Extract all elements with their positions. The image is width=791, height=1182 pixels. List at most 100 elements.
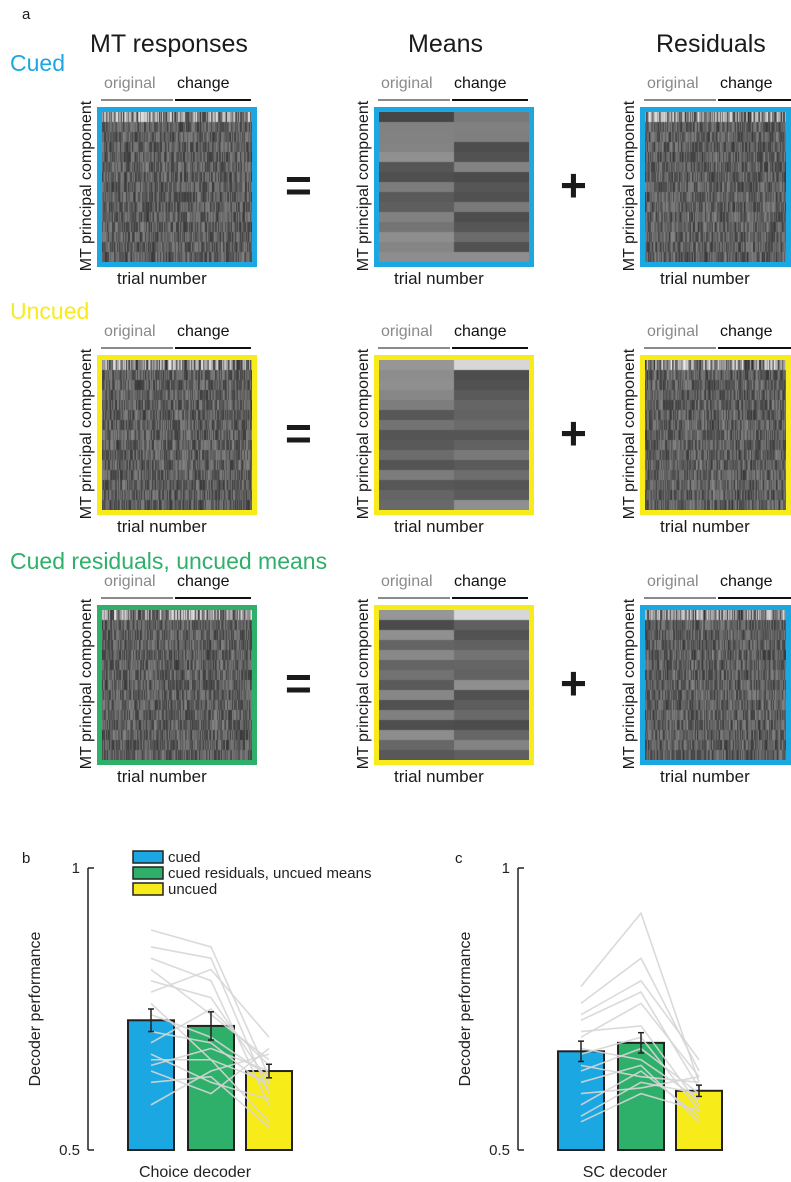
- heatmap-image: [645, 360, 786, 510]
- heatmap-image: [102, 112, 252, 262]
- individual-session-line: [150, 1030, 270, 1089]
- header-change-underline: [175, 597, 251, 599]
- individual-session-line: [150, 1075, 270, 1129]
- y-axis-label: MT principal component: [355, 348, 372, 520]
- individual-session-line: [580, 1070, 700, 1117]
- header-change-underline: [718, 597, 791, 599]
- legend-label: cued: [168, 849, 201, 866]
- bar-uncued: [675, 1089, 723, 1151]
- column-title-mt-responses: MT responses: [90, 30, 248, 58]
- legend-label: uncued: [168, 881, 217, 898]
- header-original-underline: [644, 347, 716, 349]
- column-title-residuals: Residuals: [656, 30, 766, 58]
- header-original: original: [381, 75, 433, 92]
- header-change-underline: [718, 347, 791, 349]
- x-axis-label: trial number: [660, 767, 750, 786]
- header-change-underline: [718, 99, 791, 101]
- heatmap-box: [97, 355, 257, 515]
- header-original-underline: [644, 99, 716, 101]
- header-original-underline: [644, 597, 716, 599]
- heatmap-box: [97, 107, 257, 267]
- x-axis-label: trial number: [394, 767, 484, 786]
- individual-session-line: [150, 1053, 270, 1101]
- header-change-underline: [452, 347, 528, 349]
- equals-sign: =: [285, 657, 312, 709]
- y-axis-label: MT principal component: [355, 598, 372, 770]
- individual-session-line: [150, 1047, 270, 1095]
- x-axis-label: SC decoder: [583, 1164, 668, 1181]
- y-axis-label: MT principal component: [355, 100, 372, 272]
- header-original: original: [647, 323, 699, 340]
- heatmap-box: [640, 355, 791, 515]
- header-change: change: [720, 573, 773, 590]
- x-axis-label: Choice decoder: [139, 1164, 252, 1181]
- heatmap-image: [379, 610, 529, 760]
- choice-decoder-chart: 1 0.5 Decoder performance Choice decoder cue…: [27, 849, 371, 1181]
- legend-swatch: [132, 850, 164, 864]
- heatmap-image: [379, 360, 529, 510]
- heatmap-image: [645, 610, 786, 760]
- header-change: change: [454, 573, 507, 590]
- heatmap-box: [374, 605, 534, 765]
- individual-session-line: [580, 1002, 700, 1078]
- y-axis-label: Decoder performance: [27, 932, 44, 1087]
- equals-sign: =: [285, 159, 312, 211]
- legend-swatch: [132, 882, 164, 896]
- y-tick-label: 1: [502, 860, 510, 877]
- individual-session-line: [150, 980, 270, 1083]
- header-original: original: [381, 323, 433, 340]
- x-axis-label: trial number: [117, 269, 207, 288]
- y-axis-label: MT principal component: [78, 100, 95, 272]
- panel-c-letter: c: [455, 850, 463, 867]
- heatmap-box: [640, 605, 791, 765]
- x-axis-label: trial number: [394, 517, 484, 536]
- heatmap-box: [97, 605, 257, 765]
- panel-b-letter: b: [22, 850, 31, 867]
- y-tick-label: 0.5: [489, 1142, 510, 1159]
- header-original: original: [104, 75, 156, 92]
- y-axis-label: MT principal component: [78, 598, 95, 770]
- heatmap-image: [645, 112, 786, 262]
- row-label-1: Uncued: [10, 298, 90, 324]
- header-change: change: [177, 573, 230, 590]
- header-original: original: [647, 75, 699, 92]
- heatmap-box: [374, 107, 534, 267]
- header-change: change: [177, 75, 230, 92]
- y-axis-label: MT principal component: [621, 598, 638, 770]
- header-original-underline: [378, 597, 450, 599]
- individual-session-line: [580, 911, 700, 1083]
- legend-swatch: [132, 866, 164, 880]
- y-tick-label: 0.5: [59, 1142, 80, 1159]
- header-change-underline: [175, 99, 251, 101]
- panel-a-letter: a: [22, 6, 31, 23]
- x-axis-label: trial number: [117, 767, 207, 786]
- header-original-underline: [378, 347, 450, 349]
- y-axis-label: Decoder performance: [457, 932, 474, 1087]
- plus-sign: +: [560, 407, 587, 459]
- heatmap-image: [102, 610, 252, 760]
- heatmap-box: [640, 107, 791, 267]
- row-label-0: Cued: [10, 50, 65, 76]
- y-tick-label: 1: [72, 860, 80, 877]
- y-axis-label: MT principal component: [621, 100, 638, 272]
- individual-session-line: [580, 1092, 700, 1123]
- header-change: change: [177, 323, 230, 340]
- header-change: change: [720, 323, 773, 340]
- legend-label: cued residuals, uncued means: [168, 865, 371, 882]
- header-change: change: [454, 75, 507, 92]
- bar-uncued: [245, 1070, 293, 1151]
- y-axis-label: MT principal component: [621, 348, 638, 520]
- y-axis-label: MT principal component: [78, 348, 95, 520]
- header-change-underline: [175, 347, 251, 349]
- header-change-underline: [452, 597, 528, 599]
- header-original: original: [104, 323, 156, 340]
- equals-sign: =: [285, 407, 312, 459]
- individual-session-line: [580, 1075, 700, 1095]
- column-title-means: Means: [408, 30, 484, 58]
- individual-session-line: [150, 1053, 270, 1106]
- header-change: change: [720, 75, 773, 92]
- heatmap-image: [379, 112, 529, 262]
- individual-session-line: [580, 979, 700, 1061]
- x-axis-label: trial number: [394, 269, 484, 288]
- header-original-underline: [101, 347, 173, 349]
